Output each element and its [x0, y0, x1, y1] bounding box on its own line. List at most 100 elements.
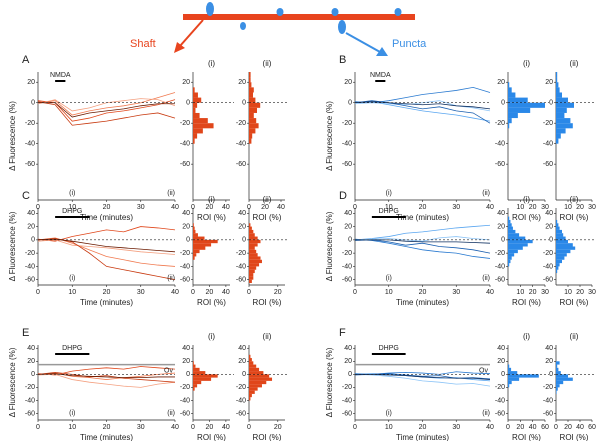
histogram-bar [508, 82, 510, 88]
histogram-title: (i) [523, 332, 530, 341]
histogram-bar [556, 259, 562, 264]
y-tick-label: 0 [348, 100, 352, 107]
histogram-bar [556, 246, 576, 250]
y-tick-label: 0 [501, 100, 505, 107]
x-tick-label: 10 [385, 289, 393, 296]
histogram-bar [508, 384, 510, 388]
histogram-bar [556, 229, 562, 234]
histogram-bar [556, 361, 560, 365]
time-marker: (i) [69, 275, 75, 282]
histogram-bar [249, 259, 262, 264]
x-tick-label: 0 [506, 424, 510, 431]
histogram-bar [193, 233, 198, 237]
histogram-bar [249, 397, 251, 401]
histogram-bar [556, 364, 558, 368]
histogram-title: (ii) [570, 195, 579, 204]
time-marker: (ii) [482, 275, 490, 282]
histogram-bar [556, 374, 568, 378]
histogram-bar [193, 123, 214, 129]
x-tick-label: 30 [452, 204, 460, 211]
histogram-bar [508, 97, 528, 103]
histogram-title: (i) [523, 195, 530, 204]
drug-label: DHPG [379, 208, 399, 215]
histogram-bar [249, 358, 252, 362]
x-axis-title: ROI (%) [560, 213, 589, 222]
y-tick-label: -20 [495, 120, 505, 127]
histogram-title: (i) [208, 332, 215, 341]
y-tick-label: -40 [180, 141, 190, 148]
x-tick-label: 0 [353, 289, 357, 296]
histogram-chart: 20 0 -20 -40 -60 0 20 40 ROI (%) (i) [180, 59, 234, 222]
y-tick-label: 40 [545, 210, 553, 217]
panel-label: A [22, 54, 30, 66]
x-tick-label: 40 [222, 424, 230, 431]
y-axis-title: Δ Fluorescence (%) [8, 211, 17, 281]
histogram-bar [193, 112, 200, 119]
x-axis-title: ROI (%) [512, 298, 541, 307]
x-tick-label: 20 [206, 424, 214, 431]
histogram-title: (ii) [570, 332, 579, 341]
histogram-bar [249, 87, 254, 93]
drug-label: DHPG [379, 345, 399, 352]
histogram-bar [193, 364, 196, 368]
y-tick-label: -40 [180, 263, 190, 270]
x-tick-label: 30 [588, 289, 596, 296]
histogram-bar [249, 354, 251, 359]
y-tick-label: -60 [236, 161, 246, 168]
panel-label: D [339, 190, 347, 202]
y-tick-label: 0 [549, 237, 553, 244]
puncta-label: Puncta [392, 38, 427, 50]
histogram-bar [249, 276, 254, 280]
y-tick-label: -40 [342, 397, 352, 404]
panel-label: E [22, 327, 29, 339]
histogram-title: (ii) [263, 195, 272, 204]
histogram-chart: 40 20 0 -20 -40 -60 10 20 30 ROI (%) (ii) [543, 195, 596, 307]
x-tick-label: 40 [171, 424, 179, 431]
y-tick-label: -60 [495, 410, 505, 417]
y-tick-label: 20 [344, 79, 352, 86]
histogram-bar [556, 367, 559, 372]
y-tick-label: 20 [545, 223, 553, 230]
histogram-bar [556, 138, 559, 144]
y-tick-label: 0 [31, 371, 35, 378]
x-tick-label: 10 [68, 424, 76, 431]
x-tick-label: 20 [206, 204, 214, 211]
y-tick-label: -60 [495, 161, 505, 168]
y-tick-label: 40 [238, 210, 246, 217]
drug-label: DHPG [62, 208, 82, 215]
histogram-bar [249, 380, 267, 385]
x-tick-label: 20 [419, 424, 427, 431]
histogram-bar [249, 253, 258, 257]
puncta [331, 8, 339, 16]
y-tick-label: 0 [31, 237, 35, 244]
y-tick-label: 40 [545, 345, 553, 352]
x-tick-label: 0 [247, 289, 251, 296]
y-tick-label: -20 [236, 120, 246, 127]
histogram-bar [508, 87, 512, 93]
histogram-title: (i) [208, 59, 215, 68]
y-tick-label: -20 [543, 120, 553, 127]
x-tick-label: 40 [277, 204, 285, 211]
y-tick-label: -20 [543, 384, 553, 391]
histogram-bar [508, 249, 518, 254]
reference-label: Ov [479, 367, 488, 374]
trace [354, 373, 491, 387]
x-axis-title: Time (minutes) [80, 213, 133, 222]
time-marker: (i) [69, 410, 75, 417]
histogram-bar [193, 243, 212, 247]
y-tick-label: 20 [497, 79, 505, 86]
x-tick-label: 0 [191, 424, 195, 431]
y-tick-label: -40 [180, 397, 190, 404]
histogram-bar [508, 374, 539, 378]
x-tick-label: 20 [564, 424, 572, 431]
y-tick-label: 0 [501, 237, 505, 244]
x-tick-label: 20 [274, 424, 282, 431]
histogram-bar [249, 236, 258, 240]
y-tick-label: 40 [182, 210, 190, 217]
histogram-bar [508, 263, 510, 267]
histogram-bar [249, 77, 251, 83]
